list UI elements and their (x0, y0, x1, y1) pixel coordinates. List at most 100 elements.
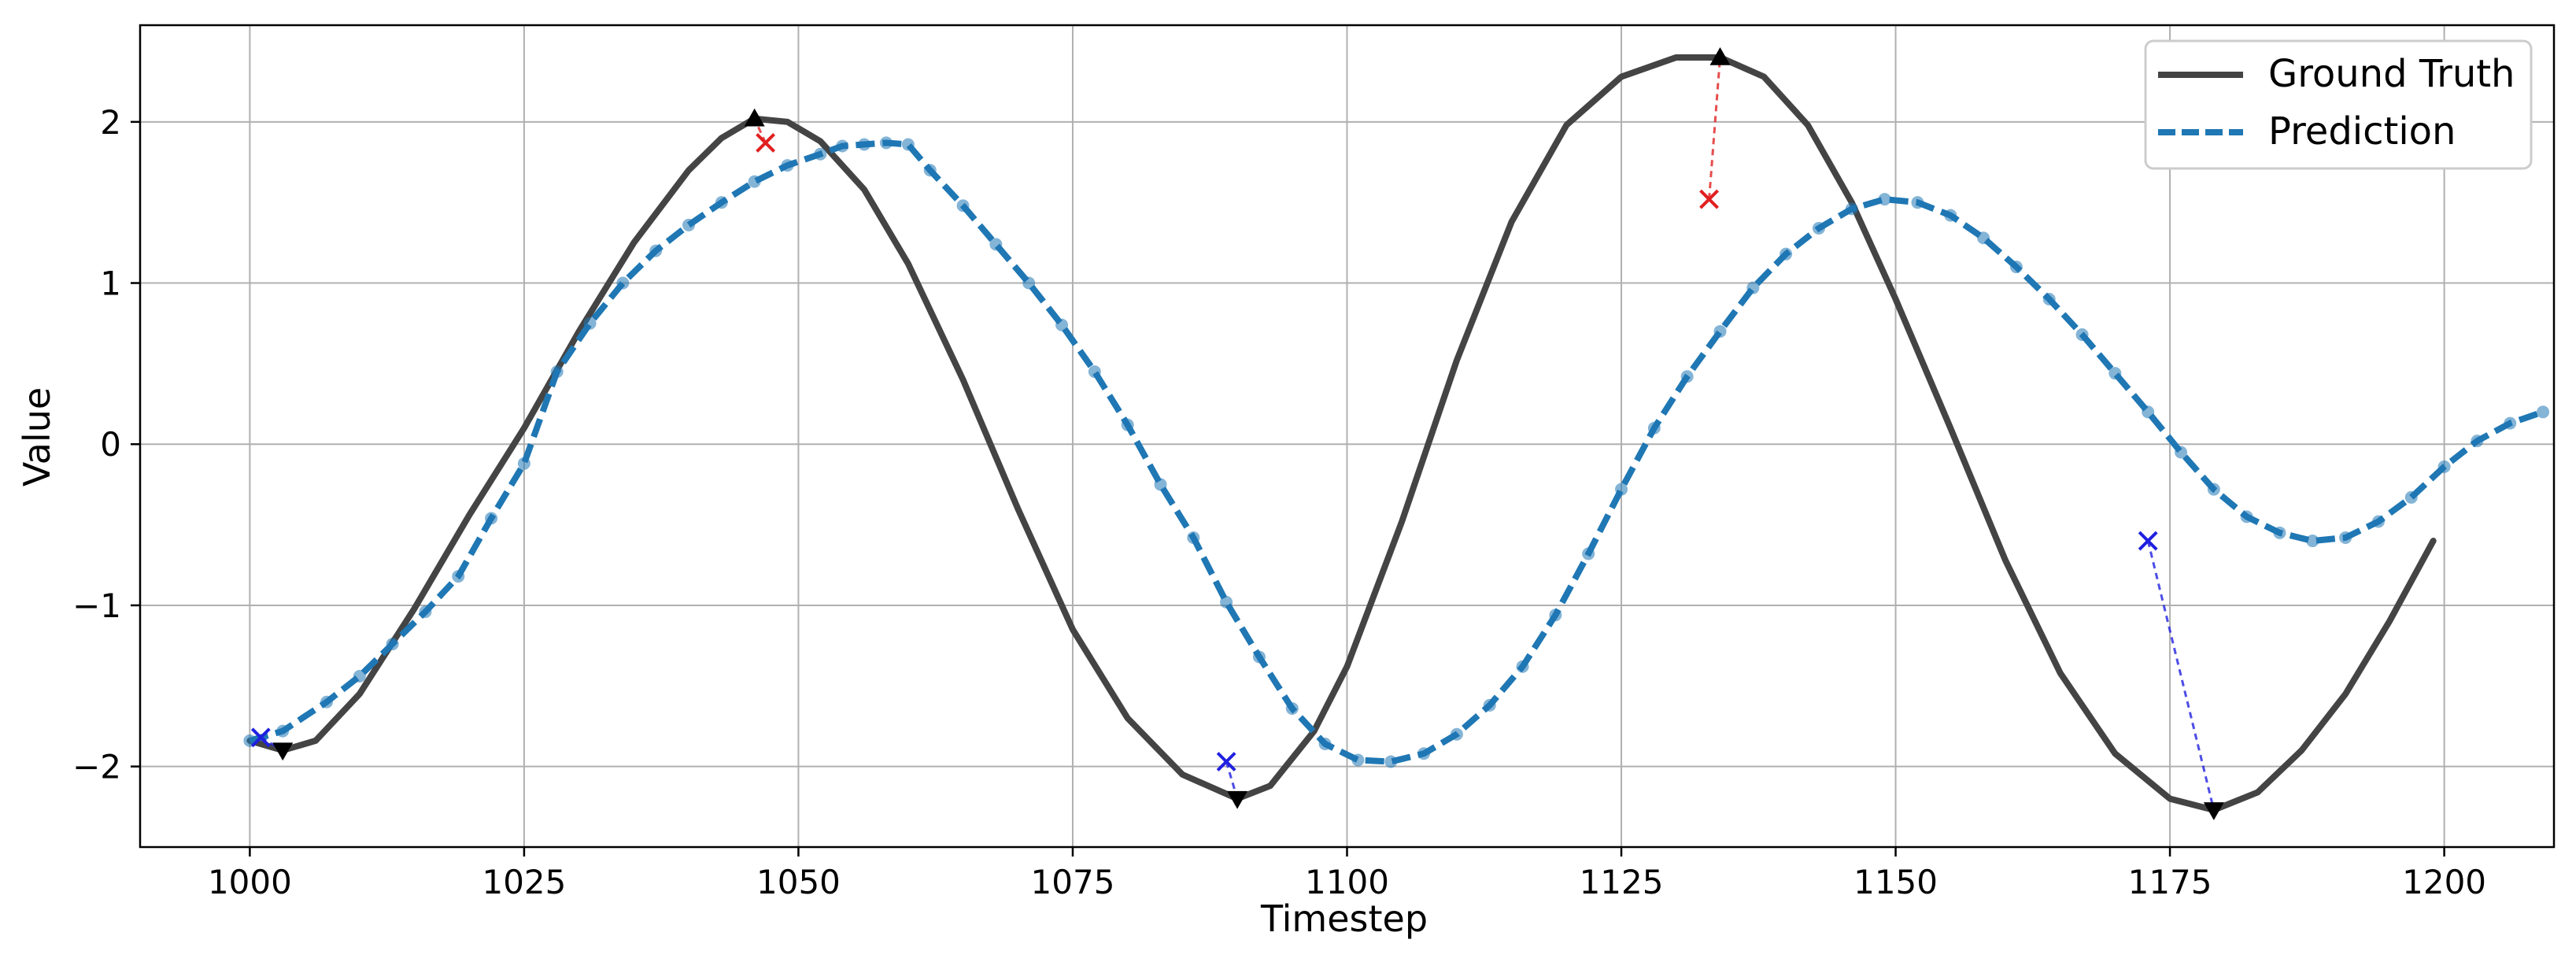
prediction-peak-marker (756, 133, 776, 153)
axis-layer: 1000 1025 1050 1075 1100 1125 1150 1175 1200 −2 −1… (72, 24, 2556, 901)
legend-label-ground-truth: Ground Truth (2268, 52, 2515, 96)
y-tick-label: 1 (100, 265, 121, 303)
x-tick-label: 1200 (2402, 863, 2486, 901)
error-connector (1708, 57, 1721, 200)
legend: Ground Truth Prediction (2144, 39, 2533, 170)
annotation-layer (250, 46, 2224, 820)
prediction-point (2537, 405, 2550, 419)
prediction-point (879, 136, 893, 150)
y-tick-label: 0 (100, 425, 121, 464)
prediction-point (1780, 247, 1793, 261)
prediction-point (1252, 650, 1266, 664)
prediction-point (320, 695, 333, 709)
prediction-point (836, 139, 849, 153)
prediction-point (814, 147, 827, 161)
prediction-point (1055, 318, 1069, 331)
prediction-point (452, 570, 465, 583)
prediction-point (1154, 478, 1167, 491)
prediction-point (923, 164, 937, 177)
prediction-point (1384, 755, 1398, 768)
prediction-point (858, 138, 871, 151)
prediction-point (419, 605, 432, 619)
error-connector (2146, 540, 2216, 811)
prediction-point (2339, 531, 2352, 544)
prediction-point (1911, 196, 1924, 209)
ground-truth-trough-marker (272, 742, 294, 761)
prediction-point (1351, 753, 1365, 767)
prediction-point (1746, 281, 1760, 294)
prediction-point (1680, 370, 1694, 383)
prediction-trough-marker (2138, 531, 2158, 551)
prediction-point (1845, 202, 1858, 216)
prediction-point (1187, 531, 1200, 544)
x-tick-label: 1050 (756, 863, 841, 901)
prediction-point (1878, 193, 1891, 206)
prediction-point (901, 138, 915, 151)
prediction-point (1220, 595, 1233, 609)
prediction-point (2009, 261, 2023, 274)
prediction-point (2175, 446, 2188, 459)
prediction-point (386, 638, 399, 651)
prediction-point (2108, 367, 2122, 380)
prediction-point (2207, 483, 2220, 496)
prediction-point (1318, 737, 1332, 750)
prediction-point (2404, 490, 2418, 504)
prediction-point (1944, 209, 1957, 222)
x-mark-stroke (1216, 752, 1236, 771)
prediction-point (1483, 698, 1496, 712)
x-tick-label: 1125 (1580, 863, 1664, 901)
x-mark-stroke (250, 727, 271, 748)
prediction-point (2306, 535, 2319, 548)
prediction-point (2075, 328, 2089, 342)
prediction-point (616, 276, 630, 290)
prediction-point (1977, 231, 1990, 245)
prediction-point (1549, 609, 1562, 622)
prediction-point (353, 670, 366, 683)
prediction-trough-marker (1216, 752, 1236, 771)
x-tick-label: 1175 (2128, 863, 2212, 901)
prediction-point (550, 365, 564, 379)
prediction-point (2437, 460, 2451, 473)
prediction-point (1450, 727, 1463, 741)
prediction-point (748, 175, 761, 188)
prediction-point (517, 457, 530, 470)
prediction-point (1713, 324, 1727, 338)
prediction-point (1022, 276, 1036, 290)
x-mark-stroke (1699, 189, 1719, 209)
ground-truth-peak-marker (744, 108, 765, 127)
ground-truth-peak-marker (1709, 46, 1731, 65)
x-tick-label: 1025 (482, 863, 566, 901)
prediction-point (276, 724, 290, 738)
prediction-point (1812, 221, 1825, 235)
prediction-point (682, 218, 696, 231)
prediction-point (1417, 747, 1431, 760)
prediction-point (956, 199, 970, 213)
prediction-point (989, 238, 1003, 251)
prediction-point (2471, 435, 2484, 448)
prediction-point (1285, 701, 1299, 715)
y-tick-label: −2 (72, 748, 121, 786)
y-axis-title: Value (16, 387, 58, 487)
prediction-point (1582, 547, 1595, 561)
prediction-point (2240, 510, 2253, 524)
prediction-point (2504, 416, 2517, 430)
prediction-point (2142, 405, 2155, 419)
x-tick-label: 1000 (208, 863, 292, 901)
series-line-prediction (249, 139, 2545, 765)
y-tick-label: −1 (72, 586, 121, 625)
prediction-point (715, 196, 728, 209)
prediction-point (1615, 483, 1628, 496)
ground-truth-trough-marker (2203, 802, 2224, 820)
prediction-point (2371, 515, 2385, 528)
legend-label-prediction: Prediction (2268, 109, 2456, 154)
ground-truth-trough-marker (1227, 790, 1248, 809)
x-tick-label: 1075 (1031, 863, 1115, 901)
prediction-point (1088, 365, 1101, 379)
x-axis-title: Timestep (1260, 897, 1428, 940)
prediction-point (2042, 293, 2056, 305)
x-tick-label: 1100 (1305, 863, 1389, 901)
prediction-point (1516, 660, 1529, 673)
x-tick-label: 1150 (1853, 863, 1938, 901)
